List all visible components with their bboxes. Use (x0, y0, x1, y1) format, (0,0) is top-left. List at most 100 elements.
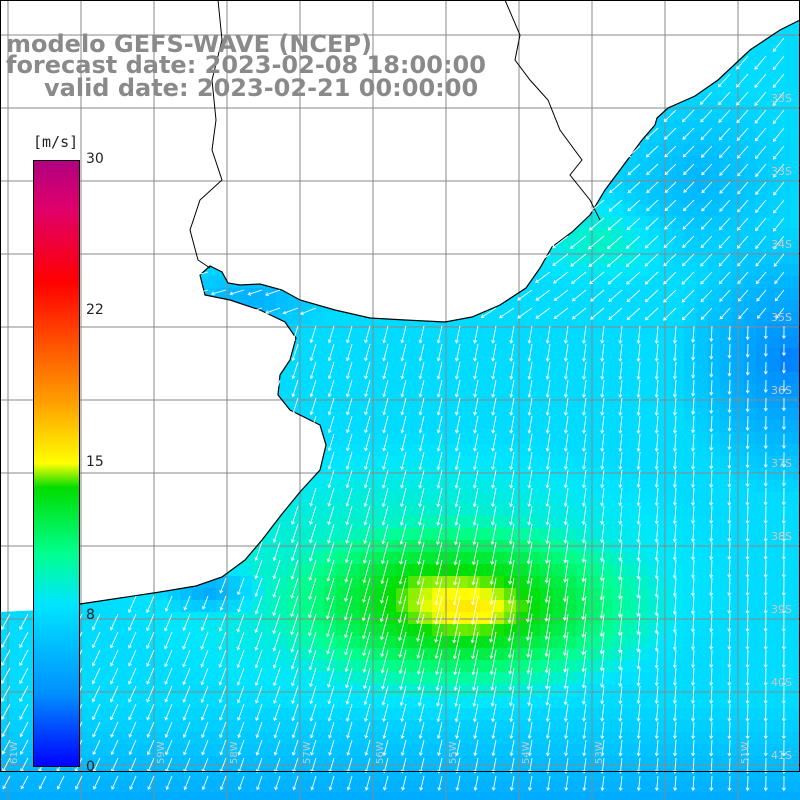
wind-arrow (328, 397, 335, 415)
wind-arrow (456, 757, 461, 773)
wind-arrow-head (499, 314, 503, 319)
wind-arrow-head (489, 671, 494, 676)
wind-arrow-head (599, 684, 604, 688)
wind-arrow-head (472, 485, 477, 489)
wind-arrow-head (618, 502, 623, 507)
wind-arrow-head (200, 627, 205, 631)
wind-arrow (219, 577, 227, 594)
wind-arrow-head (745, 574, 750, 579)
wind-arrow-head (74, 785, 79, 790)
wind-arrow (419, 721, 425, 739)
wind-arrow-head (781, 574, 786, 579)
wind-arrow-head (700, 154, 705, 158)
wind-arrow-head (636, 735, 641, 740)
wind-arrow-head (218, 699, 223, 704)
wind-arrow-head (436, 357, 441, 362)
wind-arrow-head (434, 638, 439, 643)
wind-arrow (656, 325, 659, 344)
wind-arrow (274, 775, 281, 790)
wind-arrow-head (727, 483, 732, 488)
wind-arrow-head (399, 702, 404, 707)
wind-arrow (345, 667, 353, 688)
wind-arrow (710, 613, 713, 632)
wind-arrow (692, 613, 695, 632)
wind-arrow (565, 703, 569, 722)
wind-arrow-head (683, 207, 687, 212)
wind-arrow-head (380, 560, 385, 565)
wind-arrow (473, 685, 479, 706)
wind-arrow-head (663, 280, 667, 285)
wind-arrow-head (563, 448, 568, 452)
wind-arrow-head (128, 734, 133, 738)
wind-arrow (619, 667, 623, 687)
wind-arrow-head (382, 339, 387, 344)
wind-arrow-head (182, 716, 187, 721)
wind-arrow (328, 505, 335, 525)
wind-arrow-head (545, 560, 550, 564)
wind-arrow-head (309, 502, 314, 507)
wind-arrow (292, 757, 299, 773)
wind-arrow (655, 577, 659, 597)
wind-arrow-head (255, 734, 260, 739)
wind-arrow-head (418, 357, 423, 362)
wind-arrow-head (544, 669, 549, 674)
wind-arrow (474, 757, 479, 773)
wind-arrow-head (636, 648, 641, 653)
wind-arrow-head (691, 520, 695, 525)
wind-arrow-head (128, 751, 133, 756)
wind-arrow (202, 757, 209, 773)
wind-arrow (747, 721, 749, 739)
wind-arrow-head (600, 394, 605, 398)
wind-arrow-head (164, 663, 168, 668)
wind-arrow-head (400, 735, 405, 740)
wind-arrow (362, 613, 371, 639)
wind-arrow (601, 379, 605, 398)
wind-arrow-head (345, 684, 349, 689)
wind-arrow-head (382, 466, 386, 471)
wind-arrow (755, 217, 767, 231)
wind-arrow-head (618, 700, 623, 705)
wind-arrow-head (681, 299, 686, 303)
wind-arrow (92, 685, 101, 702)
wind-arrow-head (737, 154, 741, 159)
wind-arrow (528, 415, 533, 434)
wind-arrow (510, 325, 515, 344)
wind-arrow-head (718, 101, 722, 106)
wind-arrow-head (681, 262, 686, 267)
wind-arrow-head (489, 620, 494, 625)
wind-arrow-head (600, 787, 605, 792)
wind-arrow-head (400, 718, 405, 723)
wind-arrow-head (618, 735, 623, 740)
wind-arrow-head (636, 700, 641, 705)
wind-arrow (273, 631, 281, 651)
wind-arrow (364, 415, 371, 433)
wind-arrow (220, 757, 227, 773)
wind-arrow-head (418, 429, 423, 434)
wind-arrow (292, 361, 299, 379)
wind-arrow (637, 667, 641, 686)
wind-arrow (565, 361, 569, 380)
wind-arrow (454, 667, 461, 691)
wind-arrow-head (564, 787, 569, 792)
wind-arrow-head (363, 503, 368, 508)
wind-arrow (645, 235, 659, 249)
wind-arrow-head (473, 787, 478, 791)
wind-arrow-head (618, 394, 623, 398)
wind-arrow-head (563, 466, 568, 471)
wind-arrow (775, 307, 785, 319)
wind-arrow-head (473, 447, 477, 452)
wind-arrow-head (636, 448, 641, 453)
wind-arrow (619, 379, 623, 398)
wind-arrow (473, 469, 479, 489)
wind-arrow (710, 721, 713, 739)
wind-arrow-head (737, 172, 741, 177)
wind-arrow-head (290, 595, 295, 599)
wind-arrow-head (745, 520, 750, 525)
wind-arrow (435, 577, 443, 605)
wind-arrow (401, 451, 407, 470)
wind-arrow (588, 235, 605, 250)
wind-arrow (164, 631, 173, 649)
wind-arrow (565, 739, 569, 756)
wind-arrow-head (709, 392, 714, 396)
wind-arrow (728, 631, 731, 650)
